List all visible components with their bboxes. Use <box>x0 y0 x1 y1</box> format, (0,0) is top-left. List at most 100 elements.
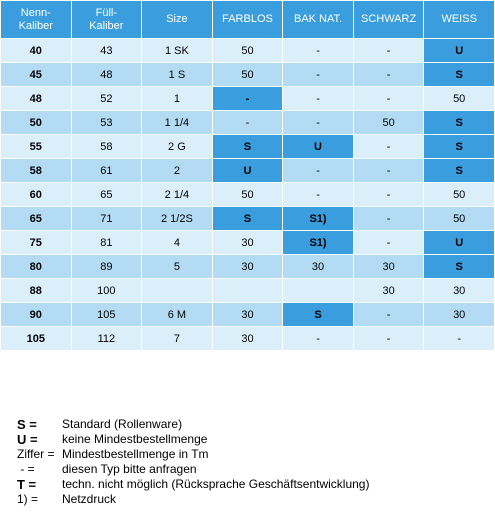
table-row: 80 89 5 30 30 30 S <box>1 255 494 278</box>
table-cell <box>142 279 212 302</box>
table-cell: - <box>353 327 424 350</box>
table-cell: - <box>353 183 424 206</box>
table-cell: 105 <box>71 303 142 326</box>
table-cell: 65 <box>71 183 142 206</box>
table-cell: 100 <box>71 279 142 302</box>
legend-key: Ziffer = <box>17 447 55 461</box>
table-cell <box>212 279 283 302</box>
table-cell: S <box>212 135 283 158</box>
table-cell: 1 1/4 <box>142 111 212 134</box>
table-cell: 6 M <box>142 303 212 326</box>
table-cell: 58 <box>1 159 71 182</box>
table-cell: 55 <box>1 135 71 158</box>
legend-item: S = Standard (Rollenware) <box>17 417 477 432</box>
table-cell: 112 <box>71 327 142 350</box>
table-cell: - <box>212 87 283 110</box>
table-cell: 105 <box>1 327 71 350</box>
table-cell: - <box>353 207 424 230</box>
table-cell: 58 <box>71 135 142 158</box>
legend-key: T = <box>17 477 37 492</box>
table-cell: 30 <box>212 231 283 254</box>
table-cell: 5 <box>142 255 212 278</box>
column-header: WEISS <box>424 1 494 38</box>
table-cell: S <box>283 303 353 326</box>
legend-item: 1) = Netzdruck <box>17 492 477 507</box>
table-cell: U <box>424 231 494 254</box>
legend-item: - = diesen Typ bitte anfragen <box>17 462 477 477</box>
table-cell: 30 <box>212 327 283 350</box>
table-cell: 2 G <box>142 135 212 158</box>
legend-definition: diesen Typ bitte anfragen <box>62 462 197 476</box>
table-cell: 2 <box>142 159 212 182</box>
table-cell: 50 <box>424 183 494 206</box>
legend-key: S = <box>17 417 37 432</box>
table-cell: - <box>353 159 424 182</box>
table-cell: - <box>424 327 494 350</box>
table-cell: - <box>353 303 424 326</box>
table-cell: 89 <box>71 255 142 278</box>
column-header: Nenn- Kaliber <box>1 1 71 38</box>
table-cell: 50 <box>424 207 494 230</box>
table-cell: S <box>424 135 494 158</box>
column-header: FARBLOS <box>212 1 283 38</box>
legend-definition: keine Mindestbestellmenge <box>62 432 208 446</box>
table-cell: 50 <box>212 183 283 206</box>
table-cell: - <box>283 111 353 134</box>
legend-item: Ziffer = Mindestbestellmenge in Tm <box>17 447 477 462</box>
table-cell: 75 <box>1 231 71 254</box>
column-header: BAK NAT. <box>283 1 353 38</box>
table-cell: 30 <box>353 279 424 302</box>
table-cell: 2 1/4 <box>142 183 212 206</box>
table-cell: S <box>424 159 494 182</box>
table-cell: 50 <box>353 111 424 134</box>
table-cell: 4 <box>142 231 212 254</box>
table-cell: 50 <box>212 39 283 62</box>
table-cell: 30 <box>283 255 353 278</box>
table-row: 50 53 1 1/4- -50 S <box>1 111 494 134</box>
header-row: Nenn- Kaliber Füll- Kaliber Size FARBLOS BAK… <box>1 1 494 38</box>
table-cell <box>283 279 353 302</box>
table-row: 88 100 30 30 <box>1 279 494 302</box>
table-row: 65 71 2 1/2S S S1) -50 <box>1 207 494 230</box>
table-cell: 80 <box>1 255 71 278</box>
table-cell: - <box>353 87 424 110</box>
table-cell: 90 <box>1 303 71 326</box>
table-cell: 1 SK <box>142 39 212 62</box>
table-cell: 30 <box>212 255 283 278</box>
column-header: Size <box>142 1 212 38</box>
table-cell: 50 <box>212 63 283 86</box>
table-cell: S <box>424 63 494 86</box>
table-row: 40 43 1 SK 50- - U <box>1 39 494 62</box>
table-cell: 43 <box>71 39 142 62</box>
table-cell: 30 <box>424 303 494 326</box>
table-cell: - <box>353 39 424 62</box>
table-cell: - <box>353 63 424 86</box>
table-cell: S <box>424 255 494 278</box>
column-header: Füll- Kaliber <box>71 1 142 38</box>
table-cell: 50 <box>1 111 71 134</box>
table-cell: S1) <box>283 231 353 254</box>
table-cell: - <box>283 327 353 350</box>
table-cell: 61 <box>71 159 142 182</box>
table-cell: 52 <box>71 87 142 110</box>
legend-item: T = techn. nicht möglich (Rücksprache Ges… <box>17 477 477 492</box>
table-cell: 1 <box>142 87 212 110</box>
table-cell: - <box>283 183 353 206</box>
table-cell: - <box>353 231 424 254</box>
legend-definition: Netzdruck <box>62 492 117 506</box>
table-cell: 81 <box>71 231 142 254</box>
table-cell: 40 <box>1 39 71 62</box>
table-cell: S <box>424 111 494 134</box>
table-row: 48 52 1- - -50 <box>1 87 494 110</box>
table-cell: - <box>212 111 283 134</box>
table-cell: U <box>212 159 283 182</box>
table-cell: S <box>212 207 283 230</box>
table-cell: 45 <box>1 63 71 86</box>
table-cell: 30 <box>212 303 283 326</box>
table-row: 60 65 2 1/4 50- -50 <box>1 183 494 206</box>
table-cell: U <box>424 39 494 62</box>
table-cell: 30 <box>424 279 494 302</box>
table-cell: 7 <box>142 327 212 350</box>
table-row: 45 48 1 S 50- - S <box>1 63 494 86</box>
